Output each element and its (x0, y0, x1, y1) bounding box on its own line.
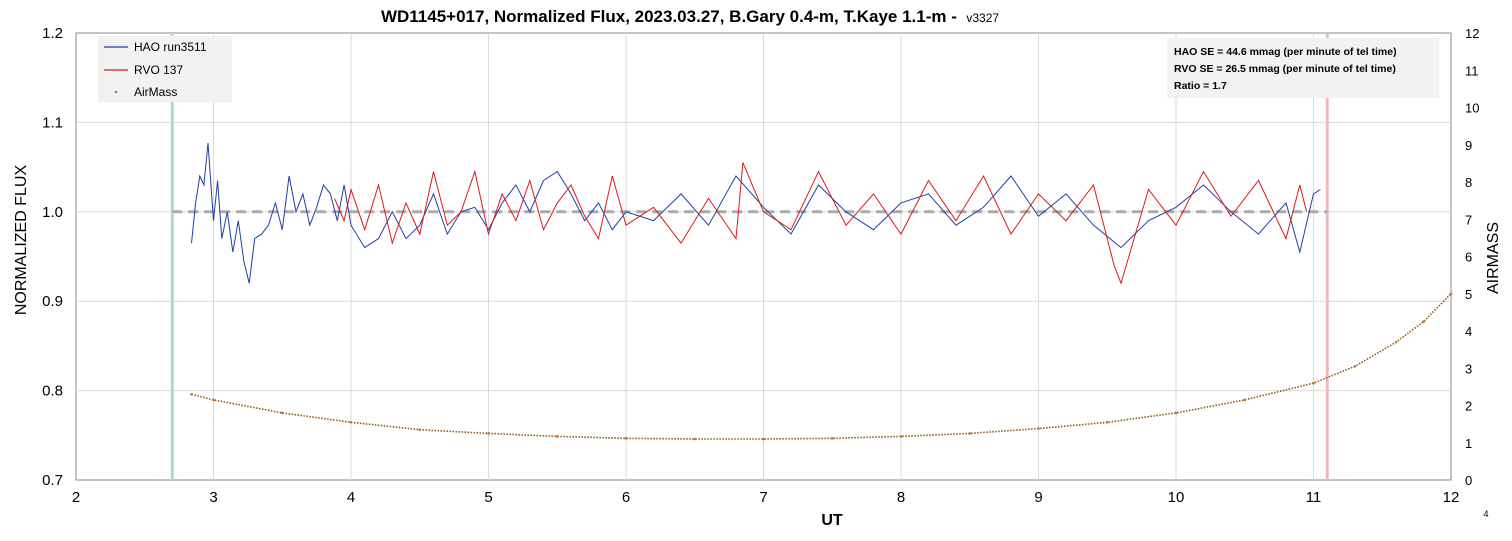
airmass-point (349, 420, 353, 424)
chart-title-version: v3327 (966, 11, 999, 25)
y2-tick-label: 7 (1465, 212, 1472, 227)
y-tick-label: 1.2 (42, 25, 63, 42)
airmass-point (1037, 427, 1040, 430)
airmass-point (1174, 411, 1178, 415)
airmass-point (968, 432, 972, 435)
y2-tick-label: 4 (1465, 324, 1472, 339)
stats-line-ratio: Ratio = 1.7 (1174, 80, 1227, 92)
x-tick-label: 8 (897, 489, 905, 506)
x-tick-label: 3 (209, 489, 217, 506)
airmass-point (1422, 320, 1425, 323)
airmass-point (762, 437, 765, 441)
y-tick-label: 1.1 (42, 114, 63, 131)
y2-tick-label: 9 (1465, 138, 1472, 153)
y2-tick-label: 0 (1465, 473, 1472, 488)
x-tick-label: 6 (622, 489, 630, 506)
airmass-point (1394, 340, 1398, 344)
airmass-point (624, 436, 628, 440)
x-tick-label: 10 (1168, 489, 1185, 506)
x-tick-label: 7 (759, 489, 767, 506)
chart-title: WD1145+017, Normalized Flux, 2023.03.27,… (381, 7, 999, 26)
y-tick-label: 0.9 (42, 293, 63, 310)
airmass-point (280, 411, 284, 415)
stats-line-rvo: RVO SE = 26.5 mmag (per minute of tel ti… (1174, 63, 1396, 75)
legend-label-hao: HAO run3511 (134, 40, 207, 54)
hao-series-line (191, 142, 1321, 284)
airmass-curve (191, 293, 1452, 440)
y2-tick-label: 11 (1465, 63, 1479, 78)
legend: HAO run3511 RVO 137 AirMass (98, 36, 232, 102)
x-axis-title: UT (821, 512, 843, 529)
airmass-point (1449, 292, 1453, 296)
x-tick-label: 4 (347, 489, 355, 506)
series-layer (190, 142, 1453, 441)
y-tick-label: 0.8 (42, 383, 63, 400)
y2-axis-title: AIRMASS (1485, 222, 1502, 294)
x-tick-label: 12 (1443, 489, 1460, 506)
airmass-point (693, 437, 697, 441)
y2-tick-label: 2 (1465, 399, 1472, 414)
airmass-point (1105, 420, 1109, 424)
airmass-point (1243, 398, 1247, 402)
y2-tick-label: 10 (1465, 101, 1479, 116)
y-axis-title: NORMALIZED FLUX (13, 165, 30, 316)
x-tick-labels: 2 3 4 5 6 7 8 9 10 11 12 (72, 489, 1460, 506)
x-tick-label: 2 (72, 489, 80, 506)
x-tick-label: 5 (484, 489, 492, 506)
y-tick-label: 1.0 (42, 204, 63, 221)
chart-title-main: WD1145+017, Normalized Flux, 2023.03.27,… (381, 7, 957, 26)
gridlines (76, 33, 1451, 480)
y2-tick-label: 6 (1465, 250, 1472, 265)
x-tick-label: 9 (1034, 489, 1042, 506)
y-tick-labels: 0.7 0.8 0.9 1.0 1.1 1.2 (42, 25, 63, 489)
y2-tick-label: 5 (1465, 287, 1472, 302)
legend-label-rvo: RVO 137 (134, 63, 183, 77)
airmass-series (190, 292, 1453, 441)
airmass-point (555, 435, 559, 438)
stats-box: HAO SE = 44.6 mmag (per minute of tel ti… (1167, 38, 1439, 98)
y-tick-label: 0.7 (42, 472, 63, 489)
airmass-point (1353, 365, 1357, 368)
y2-tick-label: 8 (1465, 175, 1472, 190)
airmass-point (830, 436, 834, 440)
airmass-point (418, 428, 422, 432)
y2-tick-label: 1 (1465, 436, 1472, 451)
airmass-point (1312, 381, 1315, 385)
legend-label-airmass: AirMass (134, 85, 177, 99)
stats-box-background (1167, 38, 1439, 98)
corner-label: 4 (1483, 509, 1488, 519)
stats-line-hao: HAO SE = 44.6 mmag (per minute of tel ti… (1174, 46, 1397, 58)
y2-tick-label: 3 (1465, 361, 1472, 376)
vertical-markers (170, 33, 1329, 480)
airmass-point (899, 435, 903, 438)
legend-swatch-airmass (114, 90, 118, 94)
airmass-point (190, 393, 193, 396)
y2-tick-label: 12 (1465, 26, 1479, 41)
x-tick-label: 11 (1306, 489, 1322, 506)
rvo-series-line (334, 162, 1308, 285)
airmass-point (487, 432, 490, 435)
airmass-point (212, 398, 215, 402)
